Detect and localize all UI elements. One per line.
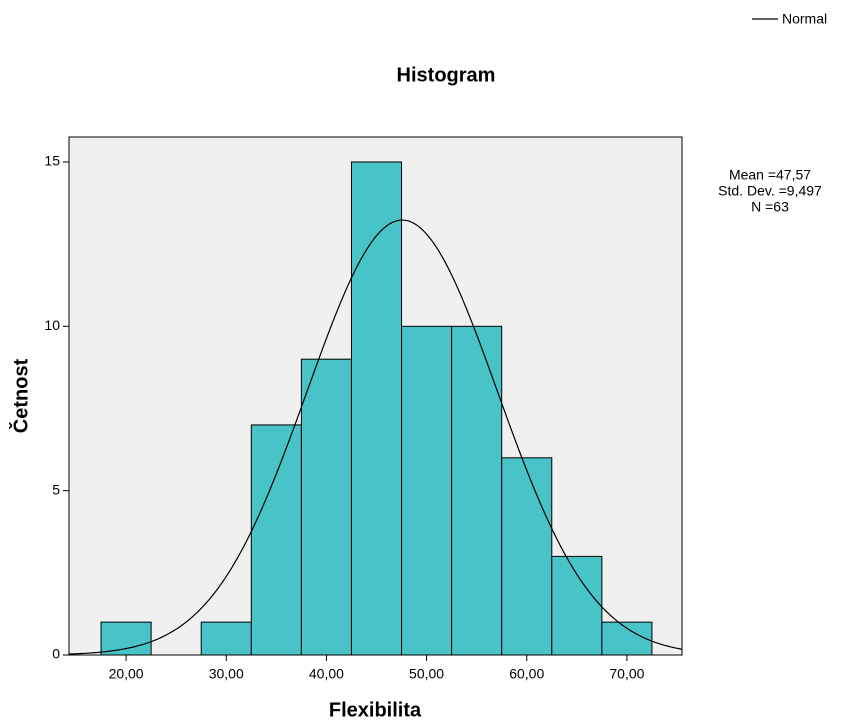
x-tick-label: 40,00 [309,666,344,682]
y-tick-label: 5 [52,481,60,497]
bar [401,325,453,656]
x-tick-label: 50,00 [409,666,444,682]
y-tick-label: 15 [44,153,60,169]
bar [300,358,352,656]
x-axis-label: Flexibilita [329,699,422,721]
y-tick-label: 10 [44,317,60,333]
bar [350,161,403,656]
bar [250,424,302,656]
x-tick-label: 70,00 [609,666,644,682]
x-tick-label: 60,00 [509,666,544,682]
x-tick-label: 30,00 [209,666,244,682]
legend-label: Normal [782,11,827,27]
bar [200,621,252,656]
stat-mean: Mean =47,57 [729,167,811,183]
normal-curve [68,219,683,655]
chart-title: Histogram [397,64,496,86]
bar [551,555,603,656]
y-axis-label: Četnost [8,358,32,433]
bar [451,325,503,656]
x-tick-label: 20,00 [109,666,144,682]
y-tick-label: 0 [52,646,60,662]
bar [100,621,152,656]
stat-n: N =63 [751,199,789,215]
bar [501,457,553,656]
stat-std-dev: Std. Dev. =9,497 [718,183,822,199]
